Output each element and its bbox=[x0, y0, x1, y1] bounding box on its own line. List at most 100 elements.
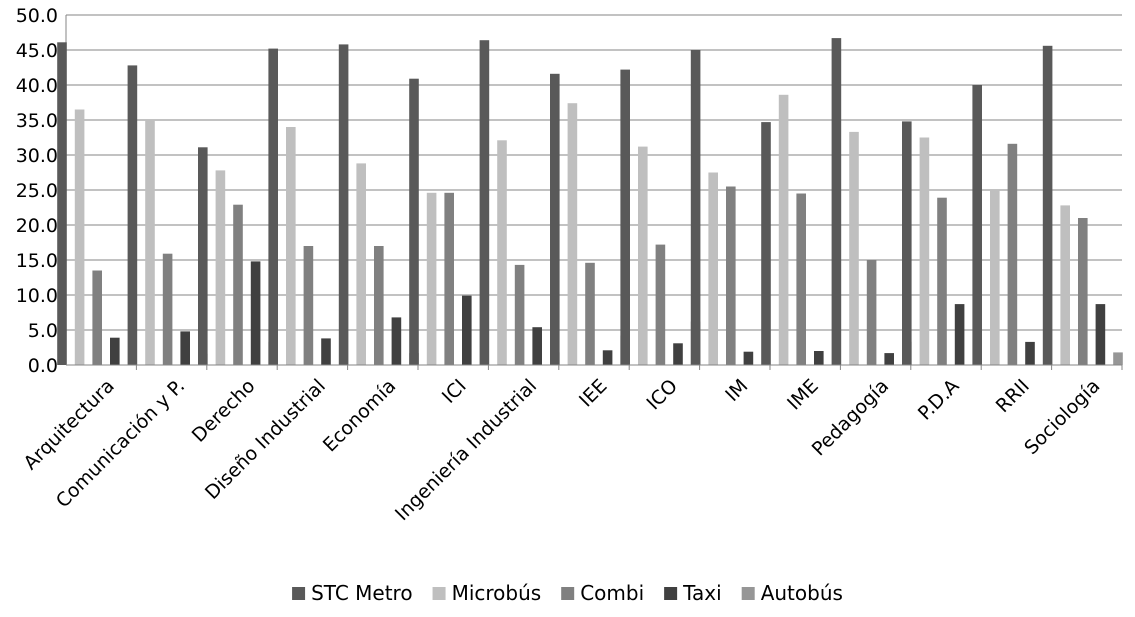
bar bbox=[673, 343, 683, 365]
bar bbox=[321, 338, 331, 365]
x-tick-label: Ingeniería Industrial bbox=[391, 375, 541, 525]
bar bbox=[761, 122, 771, 365]
x-tick-label: Comunicación y P. bbox=[52, 375, 189, 512]
x-tick-label: IEE bbox=[575, 375, 612, 412]
bar bbox=[1113, 352, 1123, 365]
legend-label: STC Metro bbox=[311, 581, 412, 605]
bar bbox=[708, 172, 718, 365]
x-tick-label: Pedagogía bbox=[808, 375, 893, 460]
bar bbox=[990, 190, 1000, 365]
bar bbox=[303, 246, 314, 365]
bar bbox=[954, 304, 965, 365]
bar bbox=[690, 50, 701, 365]
bar bbox=[268, 48, 278, 365]
bar bbox=[127, 65, 138, 366]
bar bbox=[162, 253, 173, 365]
bar bbox=[110, 337, 120, 365]
bar bbox=[92, 270, 102, 365]
y-tick-label: 30.0 bbox=[16, 145, 58, 167]
bar bbox=[1025, 341, 1035, 365]
x-tick-label: Diseño Industrial bbox=[201, 375, 330, 504]
bar bbox=[374, 246, 384, 365]
bar bbox=[1078, 218, 1088, 365]
bar bbox=[602, 350, 613, 365]
legend: STC Metro Microbús Combi Taxi Autobús bbox=[292, 581, 843, 605]
bar bbox=[655, 244, 666, 365]
legend-swatch bbox=[664, 587, 678, 600]
y-tick-label: 45.0 bbox=[16, 40, 58, 62]
legend-label: Autobús bbox=[761, 581, 843, 605]
bar bbox=[1060, 205, 1070, 365]
legend-label: Taxi bbox=[682, 581, 722, 605]
bar bbox=[884, 353, 894, 365]
y-tick-label: 10.0 bbox=[16, 285, 58, 307]
x-tick-label: IME bbox=[783, 375, 823, 415]
bar bbox=[532, 327, 542, 365]
legend-swatch bbox=[741, 587, 755, 600]
x-tick-label: P.D.A bbox=[914, 375, 964, 425]
y-tick-label: 40.0 bbox=[16, 75, 58, 97]
bar bbox=[831, 38, 842, 365]
y-tick-label: 20.0 bbox=[16, 215, 58, 237]
y-tick-label: 5.0 bbox=[28, 320, 58, 342]
x-tick-label: RRII bbox=[992, 375, 1034, 417]
y-tick-label: 35.0 bbox=[16, 110, 58, 132]
x-tick-label: ICI bbox=[438, 375, 471, 408]
bar bbox=[409, 78, 419, 365]
bar bbox=[356, 163, 366, 365]
y-axis: 0.0 5.0 10.0 15.0 20.0 25.0 30.0 35.0 40.0 45.0 50… bbox=[16, 5, 67, 377]
bar bbox=[1042, 45, 1053, 366]
bar bbox=[866, 260, 877, 365]
x-tick-label: IM bbox=[721, 375, 752, 406]
x-tick-label: Economía bbox=[319, 375, 400, 456]
bar bbox=[286, 127, 296, 365]
bar bbox=[74, 109, 85, 365]
bar bbox=[479, 40, 490, 365]
bar bbox=[426, 192, 437, 365]
bar bbox=[778, 94, 789, 366]
bar bbox=[849, 131, 859, 365]
y-tick-label: 15.0 bbox=[16, 250, 58, 272]
bar bbox=[444, 192, 454, 365]
bar bbox=[338, 44, 349, 366]
bar bbox=[902, 121, 912, 366]
bar bbox=[620, 69, 630, 365]
bar bbox=[638, 146, 648, 365]
x-tick-label: ICO bbox=[642, 375, 681, 414]
bar bbox=[937, 197, 947, 365]
bar bbox=[919, 137, 930, 365]
legend-label: Microbús bbox=[452, 581, 542, 605]
bar bbox=[550, 73, 560, 366]
legend-swatch bbox=[292, 587, 306, 600]
legend-swatch bbox=[561, 587, 575, 600]
bar bbox=[462, 295, 472, 365]
bar bbox=[814, 351, 824, 365]
bar bbox=[215, 170, 226, 365]
bars bbox=[57, 38, 1123, 366]
bar bbox=[726, 186, 736, 365]
bar bbox=[145, 120, 155, 365]
y-tick-label: 0.0 bbox=[28, 355, 58, 377]
x-tick-label: Sociología bbox=[1020, 375, 1104, 459]
x-tick-label: Derecho bbox=[188, 375, 260, 447]
bar bbox=[743, 351, 754, 365]
bar bbox=[198, 147, 208, 365]
bar bbox=[567, 103, 578, 365]
bar bbox=[57, 42, 67, 366]
bar bbox=[250, 261, 261, 365]
legend-label: Combi bbox=[580, 581, 644, 605]
bar bbox=[514, 264, 525, 365]
bar bbox=[585, 262, 595, 365]
bar bbox=[391, 317, 402, 365]
bar bbox=[180, 331, 190, 365]
bar bbox=[497, 140, 507, 365]
bar bbox=[796, 193, 806, 365]
y-tick-label: 50.0 bbox=[16, 5, 58, 27]
legend-swatch bbox=[432, 587, 446, 600]
y-tick-label: 25.0 bbox=[16, 180, 58, 202]
bar bbox=[1007, 143, 1018, 365]
bar bbox=[1095, 304, 1106, 365]
